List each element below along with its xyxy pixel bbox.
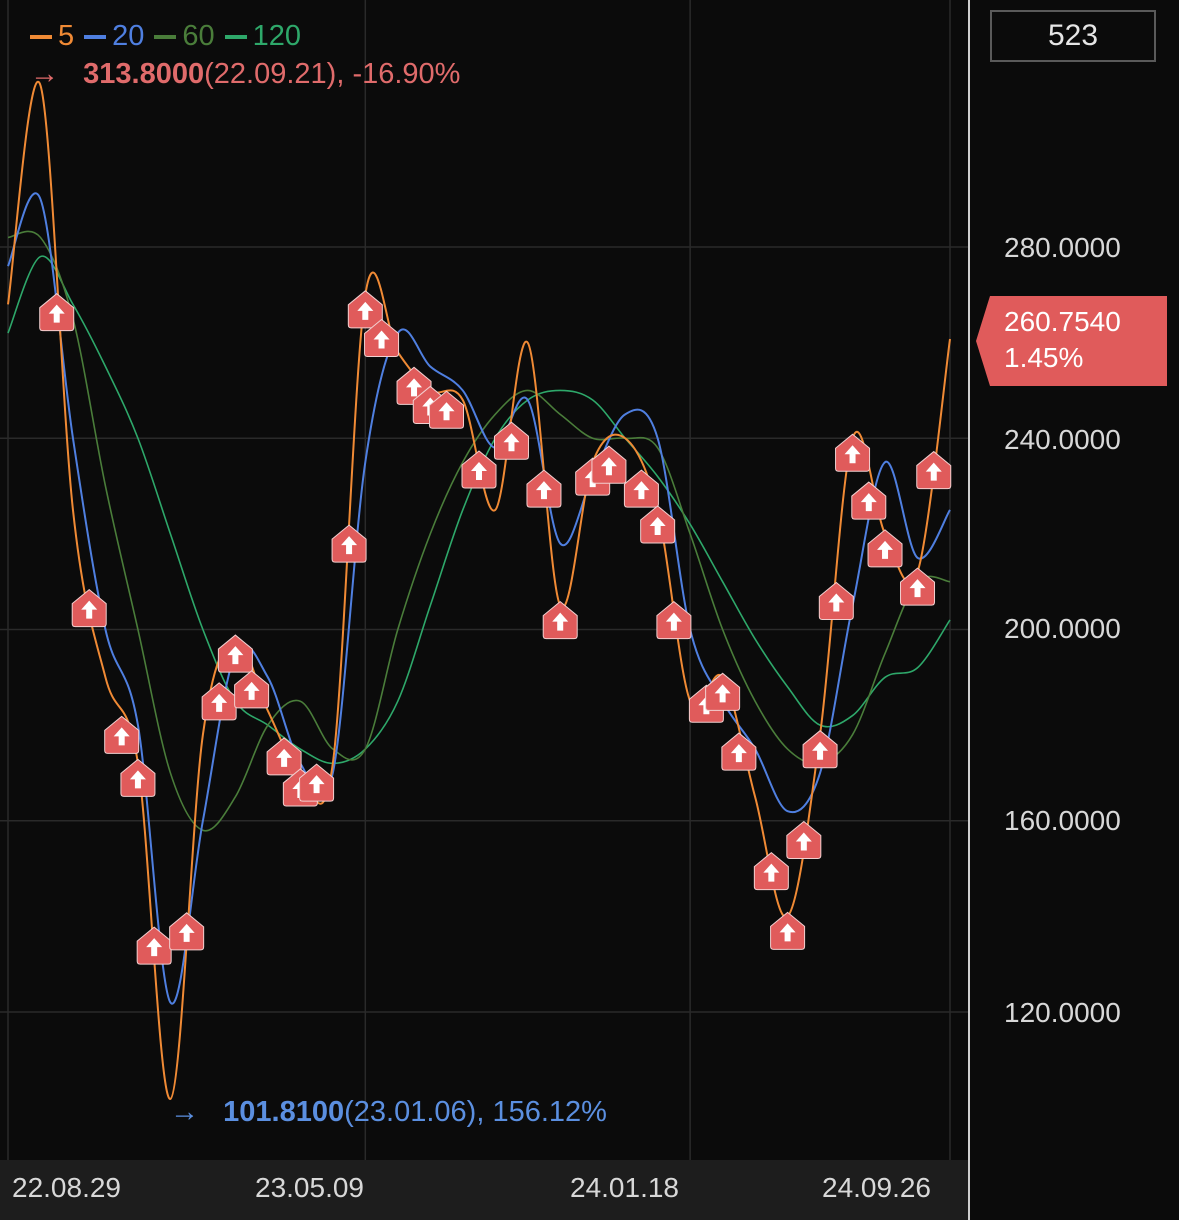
buy-signal-icon	[461, 450, 497, 489]
time-axis	[0, 1160, 968, 1220]
buy-signal-icon	[217, 634, 253, 673]
buy-signal-icon	[818, 581, 854, 620]
y-tick-240: 240.0000	[1004, 424, 1121, 455]
buy-signal-icon	[136, 926, 172, 965]
legend-label-5: 5	[58, 20, 75, 52]
legend-swatch-20	[84, 34, 107, 39]
legend-item-120: 120	[224, 20, 302, 53]
legend-label-120: 120	[252, 20, 302, 52]
current-price: 260.7540	[1004, 306, 1121, 337]
legend-swatch-5	[30, 34, 52, 39]
y-tick-120: 120.0000	[1004, 997, 1121, 1028]
current-change: 1.45%	[1004, 342, 1084, 373]
buy-signal-icon	[493, 421, 529, 460]
legend-swatch-60	[154, 34, 177, 39]
buy-signal-icon	[347, 290, 383, 329]
buy-signal-icon	[640, 505, 676, 544]
signal-markers	[39, 290, 952, 965]
ma-legend: 5 20 60 120	[30, 20, 301, 53]
x-tick-23-05-09: 23.05.09	[255, 1172, 364, 1203]
candle-count-box[interactable]: 523	[990, 10, 1156, 62]
buy-signal-icon	[39, 293, 75, 332]
high-value: 313.8000	[83, 58, 205, 90]
buy-signal-icon	[104, 715, 140, 754]
low-date: (23.01.06), 156.12%	[344, 1096, 607, 1128]
buy-signal-icon	[802, 730, 838, 769]
buy-signal-icon	[71, 588, 107, 628]
high-annotation: → 313.8000(22.09.21), -16.90%	[30, 58, 460, 91]
buy-signal-icon	[867, 529, 903, 568]
ma-line-60	[7, 230, 951, 832]
legend-item-60: 60	[154, 20, 215, 53]
buy-signal-icon	[526, 469, 562, 508]
low-annotation: → 101.8100(23.01.06), 156.12%	[170, 1096, 607, 1129]
buy-signal-icon	[835, 433, 871, 472]
buy-signal-icon	[786, 820, 822, 860]
y-tick-200: 200.0000	[1004, 613, 1121, 644]
buy-signal-icon	[705, 672, 741, 711]
buy-signal-icon	[656, 600, 692, 640]
low-value: 101.8100	[223, 1096, 345, 1128]
price-axis-panel	[968, 0, 1179, 1220]
ma-line-120	[7, 255, 951, 765]
buy-signal-icon	[299, 763, 335, 802]
legend-item-5: 5	[30, 20, 74, 53]
buy-signal-icon	[120, 758, 156, 797]
price-tag-shape	[976, 296, 1167, 386]
ma-line-20	[7, 192, 951, 1005]
buy-signal-icon	[623, 469, 659, 508]
grid-lines	[0, 0, 968, 1160]
buy-signal-icon	[900, 567, 936, 606]
buy-signal-icon	[721, 732, 757, 771]
x-tick-22-08-29: 22.08.29	[12, 1172, 121, 1203]
buy-signal-icon	[201, 682, 237, 721]
buy-signal-icon	[770, 911, 806, 950]
buy-signal-icon	[753, 851, 789, 891]
buy-signal-icon	[331, 524, 367, 563]
buy-signal-icon	[429, 390, 465, 429]
buy-signal-icon	[234, 670, 270, 709]
y-tick-160: 160.0000	[1004, 805, 1121, 836]
buy-signal-icon	[591, 445, 627, 484]
buy-signal-icon	[169, 912, 205, 951]
legend-label-20: 20	[112, 20, 145, 52]
buy-signal-icon	[542, 600, 578, 640]
legend-swatch-120	[224, 34, 247, 39]
price-chart	[0, 0, 968, 1160]
legend-item-20: 20	[84, 20, 144, 53]
buy-signal-icon	[916, 450, 952, 490]
buy-signal-icon	[364, 318, 400, 357]
legend-label-60: 60	[182, 20, 215, 52]
arrow-right-icon: →	[30, 58, 59, 90]
high-date: (22.09.21), -16.90%	[204, 58, 461, 90]
arrow-right-icon: →	[170, 1096, 199, 1128]
buy-signal-icon	[266, 737, 302, 776]
buy-signal-icon	[851, 481, 887, 520]
current-price-tag: 260.7540 1.45%	[976, 296, 1167, 386]
y-tick-280: 280.0000	[1004, 232, 1121, 263]
x-tick-24-09-26: 24.09.26	[822, 1172, 931, 1203]
x-tick-24-01-18: 24.01.18	[570, 1172, 679, 1203]
